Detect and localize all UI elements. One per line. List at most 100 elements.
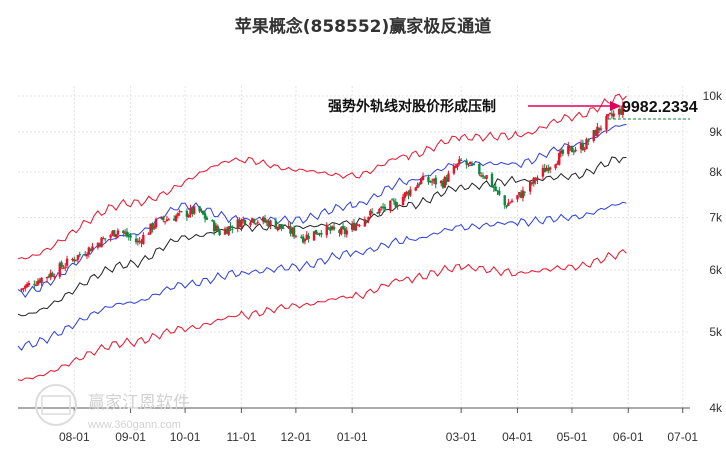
candle — [548, 167, 552, 170]
candle — [218, 230, 221, 236]
candle — [307, 235, 310, 239]
candle — [76, 255, 80, 260]
candle — [167, 219, 170, 221]
candle — [579, 143, 583, 150]
candle — [229, 225, 232, 228]
candle — [240, 219, 243, 228]
candle — [530, 182, 534, 184]
watermark-url: www.360gann.com — [87, 419, 181, 431]
candle — [418, 183, 421, 185]
y-axis: 4k 5k 6k 7k 8k 9k 10k — [703, 89, 723, 415]
candle — [151, 223, 154, 230]
candle — [138, 240, 141, 242]
candle — [508, 202, 512, 204]
candle — [340, 227, 343, 235]
candle — [612, 113, 615, 117]
candle — [36, 280, 40, 285]
annotation: 强势外轨线对股价形成压制 9982.2334 — [328, 98, 698, 120]
candle — [140, 240, 143, 244]
candle — [192, 206, 196, 214]
annotation-text: 强势外轨线对股价形成压制 — [328, 98, 496, 115]
candle — [389, 200, 392, 211]
candle — [559, 150, 563, 154]
candle — [523, 191, 526, 193]
candle — [256, 221, 259, 223]
candle — [160, 216, 163, 219]
candle — [185, 210, 189, 217]
candle — [570, 145, 574, 153]
candle — [447, 173, 450, 182]
candle — [27, 282, 31, 286]
y-tick-label: 4k — [709, 401, 723, 415]
candle — [122, 230, 125, 234]
candle — [172, 218, 176, 221]
candle — [281, 227, 285, 229]
candle — [485, 175, 488, 179]
candle — [432, 178, 436, 182]
candle — [429, 181, 432, 183]
candle — [329, 227, 332, 231]
candle — [84, 254, 87, 256]
candle — [71, 259, 74, 261]
candle — [25, 284, 29, 287]
candle — [554, 164, 557, 169]
candle — [459, 159, 463, 161]
candle — [291, 228, 294, 234]
candle — [238, 219, 241, 227]
candle — [47, 275, 51, 278]
candle — [341, 226, 345, 229]
candle — [276, 226, 279, 230]
x-tick-label: 10-01 — [170, 430, 201, 444]
candle — [211, 220, 214, 222]
candle — [481, 175, 485, 177]
y-tick-label: 5k — [709, 325, 723, 339]
x-tick-label: 01-01 — [337, 430, 368, 444]
candle — [289, 226, 292, 234]
candle — [494, 186, 497, 191]
candle — [528, 181, 532, 192]
candle — [153, 226, 156, 229]
candle — [24, 285, 27, 289]
candle — [136, 241, 140, 243]
candle — [594, 129, 597, 136]
candle — [325, 225, 328, 236]
annotation-value-label: 9982.2334 — [622, 99, 698, 116]
candle — [574, 149, 577, 152]
candle — [22, 288, 25, 290]
candle — [483, 177, 486, 179]
candle — [541, 167, 545, 177]
candle — [543, 167, 546, 173]
candle — [599, 128, 603, 130]
candle — [521, 190, 525, 198]
candle — [78, 254, 81, 256]
candle — [58, 263, 61, 277]
x-tick-label: 12-01 — [281, 430, 312, 444]
candle — [516, 195, 519, 200]
inner-lower-band — [17, 201, 627, 351]
candle — [583, 149, 586, 151]
candle — [180, 211, 183, 213]
watermark: 赢家江恩软件 www.360gann.com — [35, 384, 190, 431]
candle — [251, 218, 254, 222]
candle — [225, 228, 229, 234]
grid — [18, 86, 690, 409]
x-axis: 08-01 09-01 10-01 11-01 12-01 01-01 03-01 04-01… — [18, 407, 698, 444]
candle — [519, 192, 523, 198]
candle — [243, 219, 247, 225]
candle — [64, 266, 67, 268]
candle — [129, 235, 132, 238]
candle — [401, 196, 405, 206]
candle — [505, 205, 508, 208]
candle — [287, 225, 290, 229]
candle — [345, 230, 348, 235]
candle — [203, 213, 207, 219]
candle — [343, 228, 347, 234]
candle — [376, 212, 379, 214]
candle — [608, 112, 612, 114]
candle — [85, 255, 89, 257]
candle — [443, 176, 447, 188]
chart-title: 苹果概念(858552)赢家极反通道 — [235, 16, 492, 37]
candle — [100, 237, 103, 248]
watermark-name: 赢家江恩软件 — [88, 393, 190, 413]
